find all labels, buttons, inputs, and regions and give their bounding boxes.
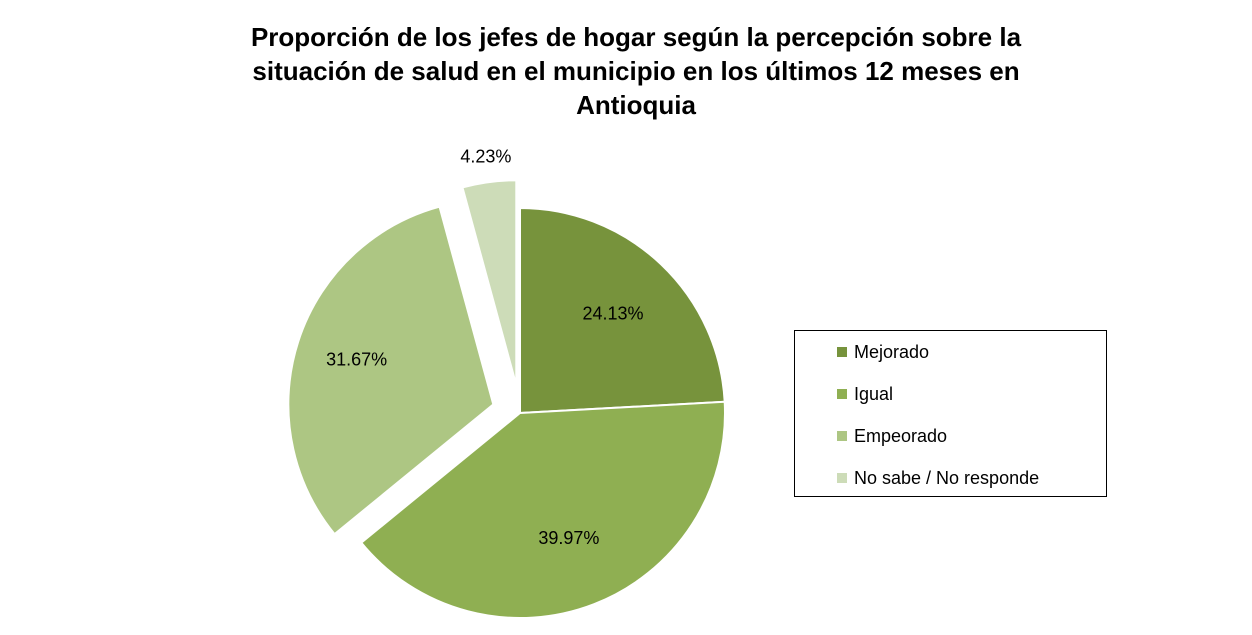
data-label-no-sabe: 4.23% [460, 146, 511, 166]
chart-title-line-1: Proporción de los jefes de hogar según l… [250, 22, 1022, 52]
data-label-igual: 39.97% [538, 528, 599, 548]
pie-slices [287, 179, 726, 619]
chart-title: Proporción de los jefes de hogar según l… [0, 20, 1252, 122]
pie-slice-mejorado [519, 206, 726, 415]
legend-label-igual: Igual [854, 383, 894, 404]
legend-item-no-sabe: No sabe / No responde [837, 467, 1039, 489]
legend-label-no-sabe: No sabe / No responde [854, 467, 1040, 488]
pie-slice-empeorado [287, 205, 495, 536]
data-label-mejorado: 24.13% [582, 303, 643, 323]
data-label-empeorado: 31.67% [326, 349, 387, 369]
chart-title-line-2: situación de salud en el municipio en lo… [252, 56, 1020, 86]
legend-label-mejorado: Mejorado [854, 341, 930, 362]
legend-swatch-empeorado [837, 431, 847, 441]
legend-item-empeorado: Empeorado [837, 425, 947, 447]
chart-title-line-3: Antioquia [576, 90, 696, 120]
pie-data-labels: 24.13% 39.97% 31.67% 4.23% [326, 146, 643, 547]
pie-slice-no-sabe [461, 179, 518, 386]
legend-label-empeorado: Empeorado [854, 425, 948, 446]
legend-swatch-igual [837, 389, 847, 399]
legend-swatch-mejorado [837, 347, 847, 357]
legend: Mejorado Igual Empeorado No sabe / No re… [794, 330, 1107, 497]
legend-item-igual: Igual [837, 383, 893, 405]
pie-slice-igual [359, 400, 726, 619]
legend-swatch-no-sabe [837, 473, 847, 483]
legend-item-mejorado: Mejorado [837, 341, 929, 363]
